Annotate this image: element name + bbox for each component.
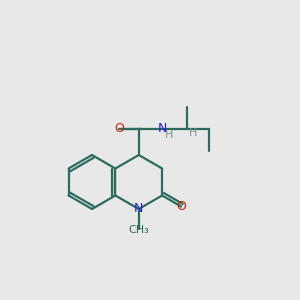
Text: O: O	[114, 122, 124, 136]
Text: CH₃: CH₃	[128, 225, 149, 235]
Text: N: N	[158, 122, 167, 136]
Text: N: N	[134, 202, 143, 215]
Text: H: H	[165, 130, 173, 140]
Text: H: H	[189, 128, 197, 138]
Text: O: O	[176, 200, 186, 213]
